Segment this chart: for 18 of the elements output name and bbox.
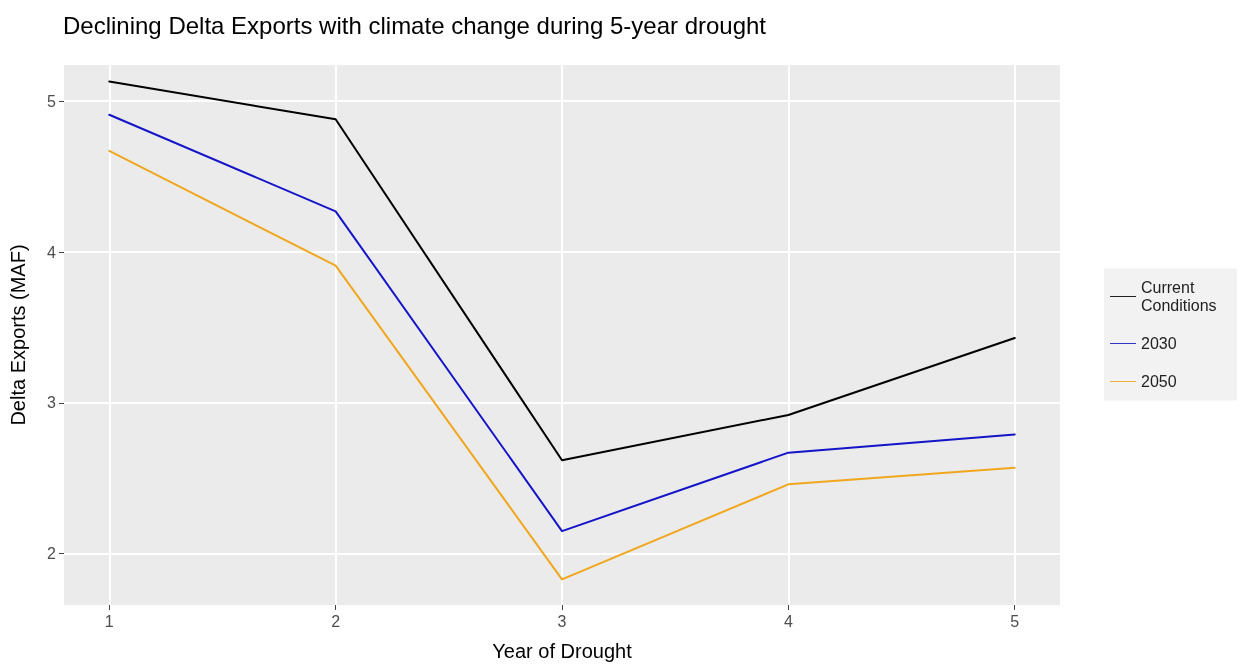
chart-title: Declining Delta Exports with climate change during 5-year drought — [63, 11, 767, 39]
legend-label: 2030 — [1141, 335, 1177, 352]
line-series — [108, 149, 1016, 581]
line-series — [108, 113, 1016, 533]
x-tick-label: 3 — [557, 612, 567, 630]
x-tick-label: 1 — [104, 612, 114, 630]
x-tick-label: 2 — [331, 612, 341, 630]
legend-label: 2050 — [1141, 373, 1177, 390]
y-tick-label: 5 — [47, 92, 57, 110]
legend-label: Current Conditions — [1141, 279, 1217, 314]
y-tick-label: 4 — [47, 243, 57, 261]
x-axis-title: Year of Drought — [492, 640, 633, 662]
line-series — [108, 80, 1016, 462]
x-tick-label: 4 — [783, 612, 793, 630]
y-tick-label: 2 — [47, 545, 57, 563]
y-tick-label: 3 — [47, 394, 57, 412]
y-axis-title: Delta Exports (MAF) — [7, 244, 29, 426]
x-tick-label: 5 — [1010, 612, 1020, 630]
